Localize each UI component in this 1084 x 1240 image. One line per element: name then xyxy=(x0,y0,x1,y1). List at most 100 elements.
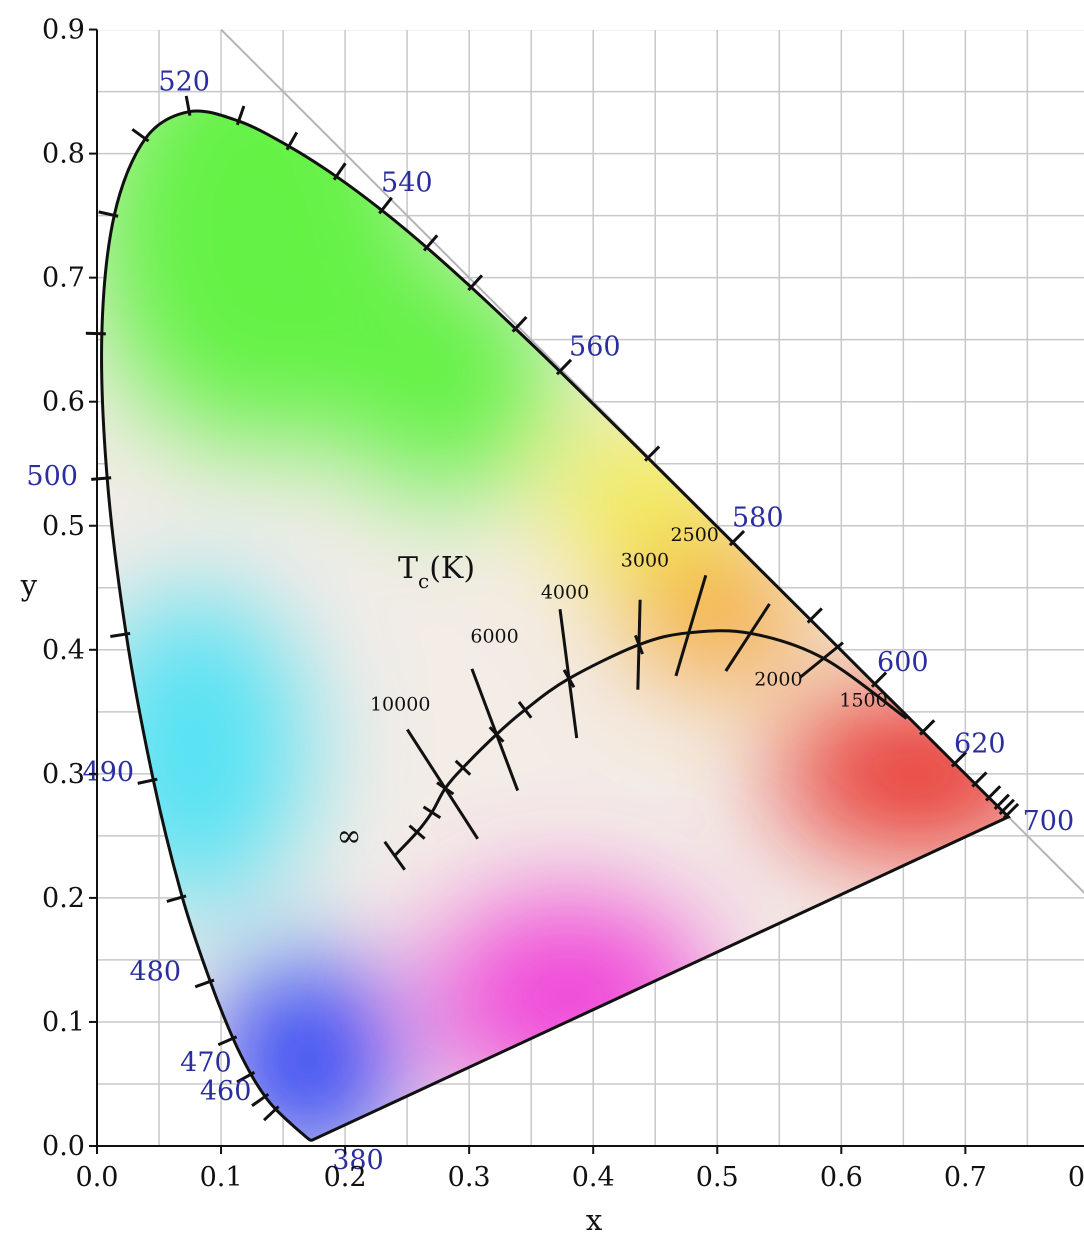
spectral-tick xyxy=(971,771,988,788)
temperature-label: 3000 xyxy=(621,550,669,572)
planck-minor-tick xyxy=(422,805,442,819)
isotherm-line xyxy=(674,574,708,677)
fill-color-blob xyxy=(334,256,555,497)
spectral-tick xyxy=(511,315,528,333)
spectral-tick xyxy=(993,793,1010,811)
spectral-tick xyxy=(85,331,106,336)
y-tick-label: 0.2 xyxy=(42,883,85,914)
x-tick-label: 0.2 xyxy=(324,1162,367,1193)
spectral-tick xyxy=(950,751,968,768)
spectral-tick xyxy=(467,274,484,292)
x-tick-label: 0.0 xyxy=(76,1162,119,1193)
temperature-label: 1500 xyxy=(839,689,887,711)
wavelength-label: 480 xyxy=(129,956,181,987)
spectral-tick xyxy=(236,1071,256,1084)
y-tick-label: 0.1 xyxy=(42,1007,85,1038)
y-tick-label: 0.0 xyxy=(42,1131,85,1162)
temperature-label: 2500 xyxy=(671,524,719,546)
isotherm-line xyxy=(636,599,642,690)
wavelength-label: 490 xyxy=(83,757,135,788)
spectral-tick xyxy=(251,1092,270,1107)
x-tick-labels: 0.0 0.1 0.2 0.3 0.4 0.5 0.6 0.7 0.8 xyxy=(76,1162,1084,1193)
y-tick-label: 0.6 xyxy=(42,387,85,418)
wavelength-label: 620 xyxy=(954,729,1006,760)
x-tick-label: 0.7 xyxy=(944,1162,987,1193)
wavelength-label: 600 xyxy=(877,647,929,678)
spectral-locus-ticks xyxy=(85,95,1020,1122)
y-tick-labels: 0.0 0.1 0.2 0.3 0.4 0.5 0.6 0.7 0.8 0.9 xyxy=(42,15,85,1162)
isotherm-line xyxy=(724,603,771,672)
spectral-tick xyxy=(806,607,823,624)
spectral-tick xyxy=(217,1035,238,1047)
x-axis-title: x xyxy=(586,1203,602,1237)
temperature-label: 10000 xyxy=(370,693,430,715)
axes xyxy=(89,28,1084,1154)
spectral-tick xyxy=(998,798,1015,815)
tc-label: Tc(K) xyxy=(398,551,475,593)
fill-color-blob xyxy=(627,542,808,683)
x-tick-label: 0.6 xyxy=(820,1162,863,1193)
isotherm-line xyxy=(799,641,844,679)
planckian-minor-ticks xyxy=(408,634,644,840)
tc-label-main: T xyxy=(398,551,418,586)
spectral-tick xyxy=(131,128,150,143)
spectral-tick xyxy=(166,894,187,903)
spectral-tick xyxy=(91,476,112,481)
tc-label-sub: c xyxy=(418,569,429,593)
x-tick-label: 0.1 xyxy=(200,1162,243,1193)
chromaticity-fill xyxy=(101,110,1009,1141)
tc-label-suffix: (K) xyxy=(429,551,475,586)
wavelength-label: 520 xyxy=(158,67,210,98)
fill-color-blob xyxy=(101,589,307,910)
planck-minor-tick xyxy=(408,824,426,840)
spectral-tick xyxy=(644,445,661,462)
infinity-label: ∞ xyxy=(337,819,362,854)
y-tick-label: 0.3 xyxy=(42,759,85,790)
spectral-tick xyxy=(285,131,299,151)
spectral-tick xyxy=(263,1105,280,1122)
wavelength-label: 540 xyxy=(381,167,433,198)
fill-color-blob xyxy=(217,959,398,1141)
temperature-label: 4000 xyxy=(541,582,589,604)
spectral-tick xyxy=(1002,802,1020,820)
spectral-tick xyxy=(110,631,131,638)
spectral-tick xyxy=(98,210,119,218)
spectral-tick xyxy=(985,785,1002,802)
y-tick-label: 0.8 xyxy=(42,139,85,170)
spectral-locus-outline xyxy=(100,109,1011,1142)
spectral-tick xyxy=(194,978,215,989)
spectral-tick xyxy=(378,196,393,215)
planck-minor-tick xyxy=(517,701,533,719)
y-tick-label: 0.5 xyxy=(42,511,85,542)
wavelength-label: 700 xyxy=(1023,806,1075,837)
y-tick-label: 0.4 xyxy=(42,635,85,666)
spectral-tick xyxy=(422,234,439,252)
spectral-tick xyxy=(555,358,573,376)
planck-minor-tick xyxy=(454,759,472,776)
isotherm-line xyxy=(470,668,520,792)
spectral-tick xyxy=(728,529,746,547)
isotherm-lines xyxy=(406,574,844,840)
x-tick-label: 0.4 xyxy=(572,1162,615,1193)
wavelength-label: 500 xyxy=(26,461,78,492)
temperature-label: 2000 xyxy=(754,668,802,690)
spectral-tick xyxy=(870,671,888,688)
wavelength-label: 460 xyxy=(200,1076,252,1107)
spectral-tick xyxy=(235,105,246,126)
isotherm-line xyxy=(558,608,579,739)
y-tick-label: 0.7 xyxy=(42,263,85,294)
spectral-tick xyxy=(137,777,158,785)
wavelength-label: 470 xyxy=(180,1047,232,1078)
wavelength-label: 580 xyxy=(732,502,784,533)
wavelength-label: 380 xyxy=(332,1145,384,1176)
y-tick-label: 0.9 xyxy=(42,15,85,46)
isotherm-line xyxy=(406,728,479,840)
x-tick-label: 0.5 xyxy=(696,1162,739,1193)
x-tick-label: 0.3 xyxy=(448,1162,491,1193)
temperature-label: 6000 xyxy=(470,625,518,647)
spectral-tick xyxy=(332,162,347,181)
spectral-tick xyxy=(919,719,936,736)
